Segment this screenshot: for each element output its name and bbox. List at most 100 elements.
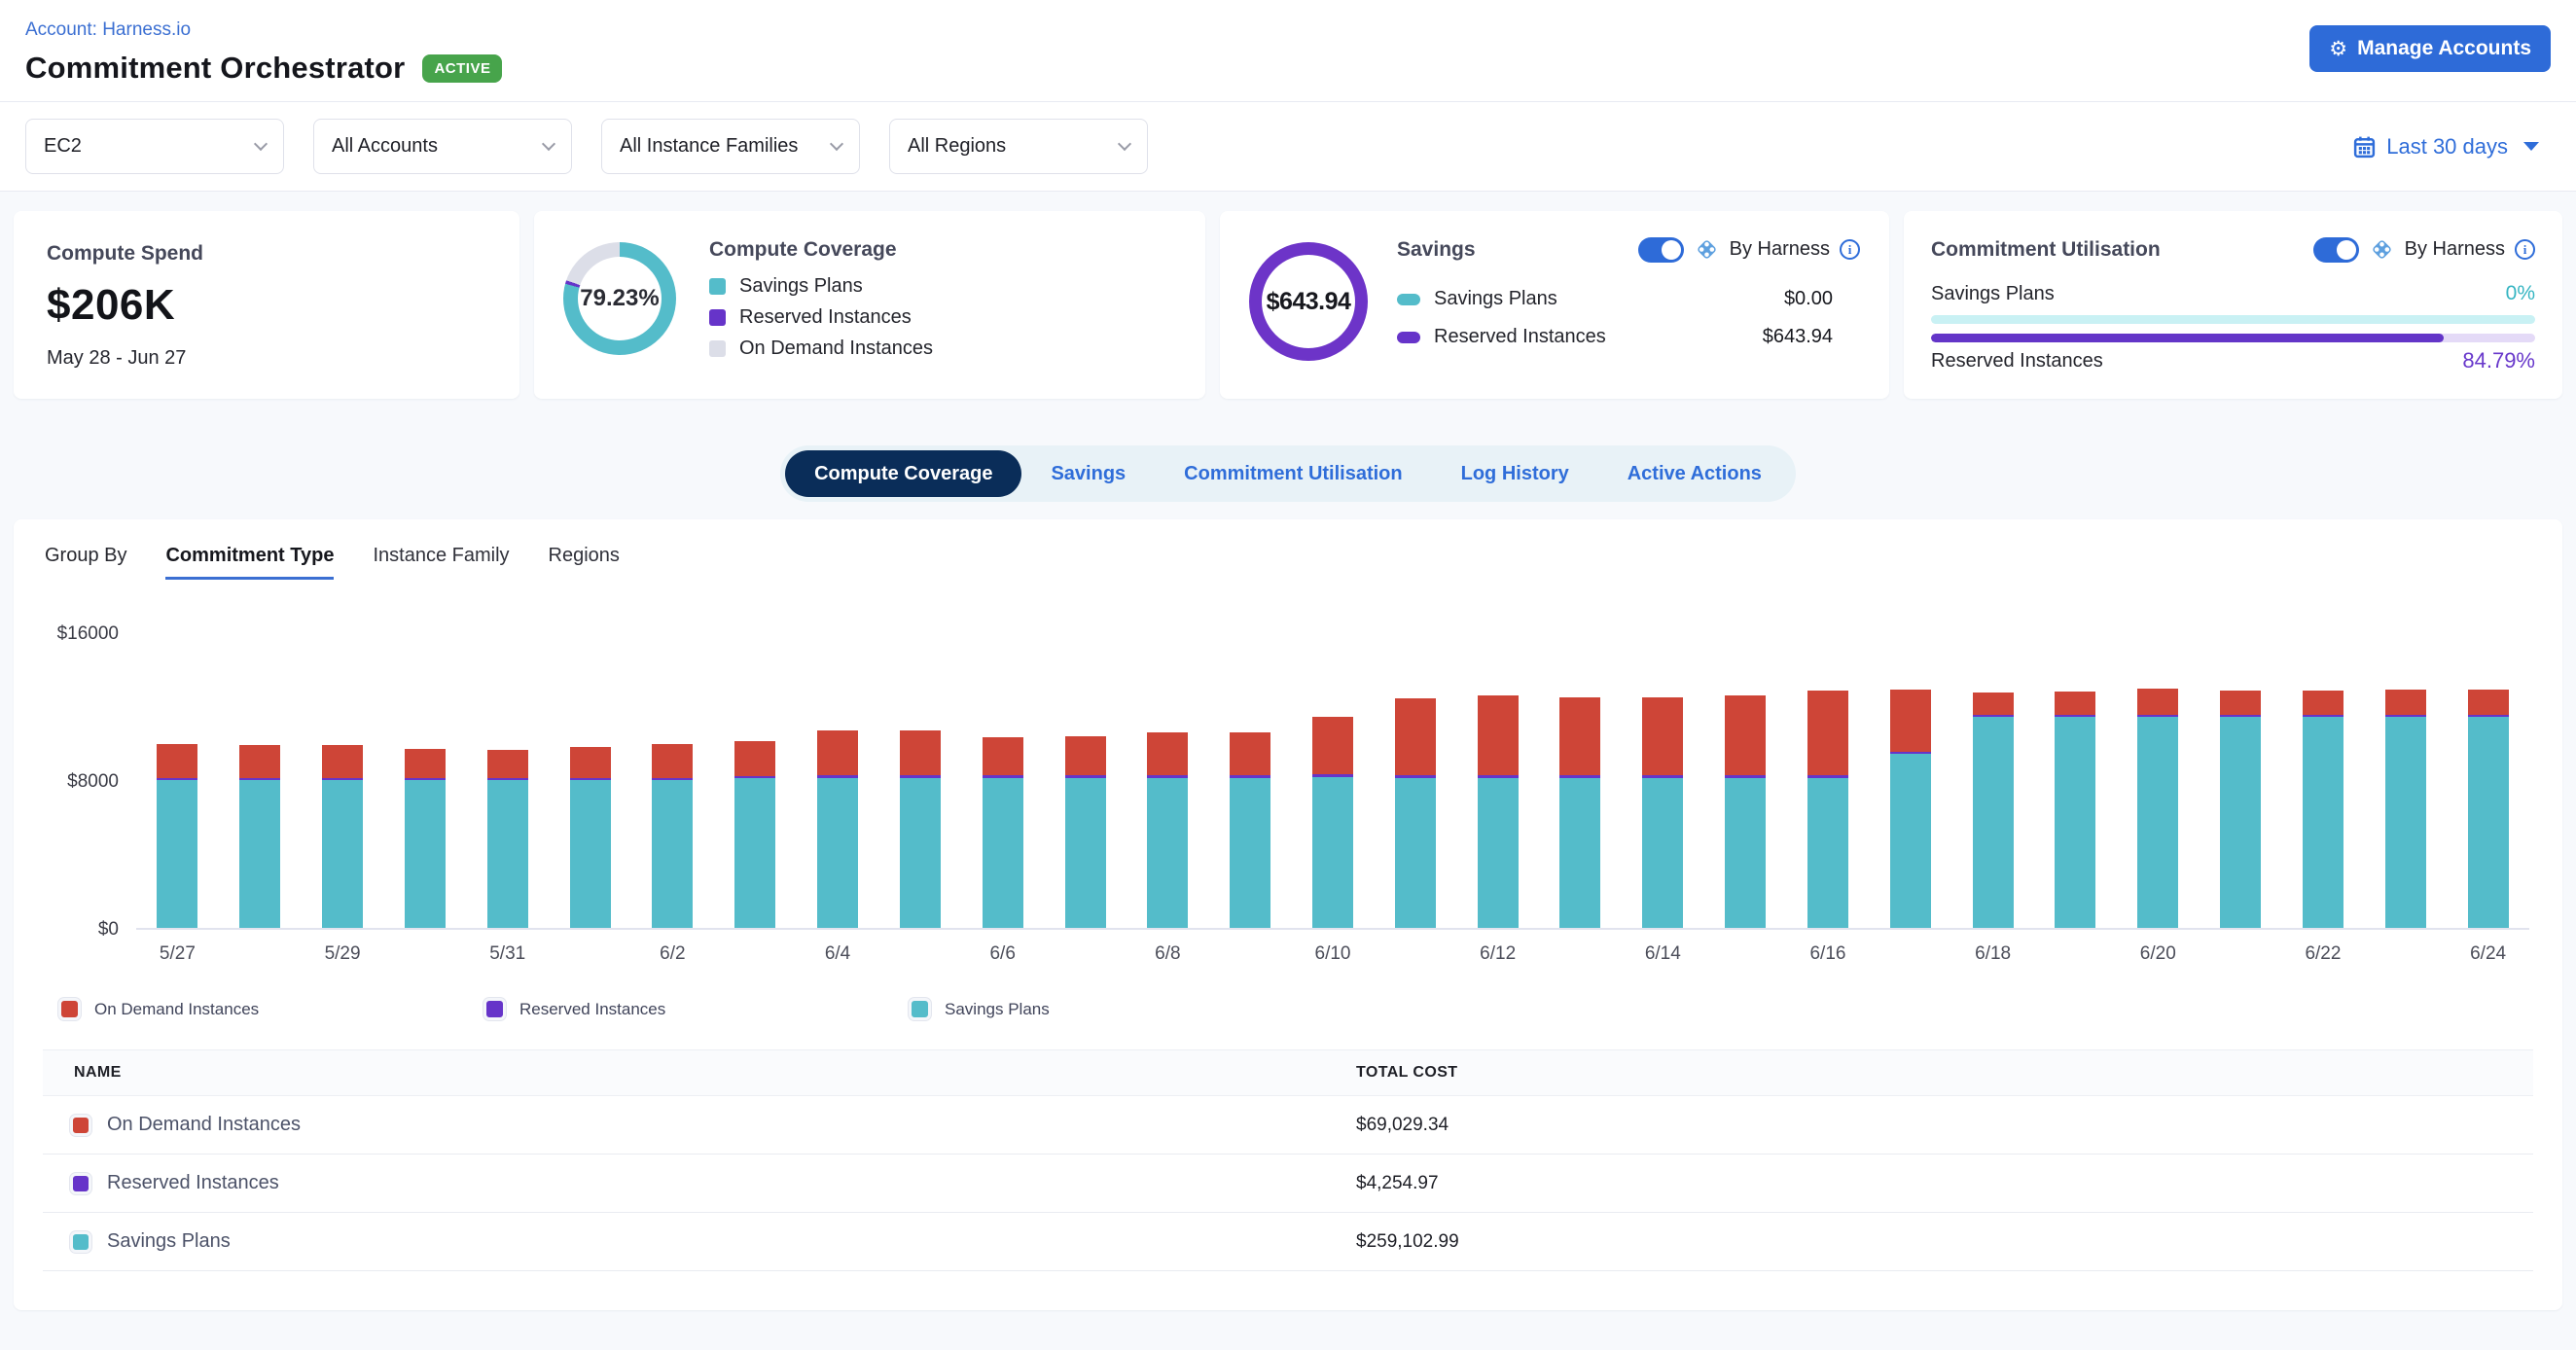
x-axis-label: 6/10 bbox=[1314, 943, 1351, 964]
filter-dropdown-all-instance-families[interactable]: All Instance Families bbox=[601, 119, 860, 174]
utilisation-progress-bar bbox=[1931, 315, 2535, 324]
x-axis-label bbox=[1869, 943, 1951, 965]
group-by-option-commitment-type[interactable]: Commitment Type bbox=[165, 545, 335, 580]
bar-segment-reserved bbox=[2220, 714, 2262, 718]
tab-commitment-utilisation[interactable]: Commitment Utilisation bbox=[1184, 462, 1403, 484]
stacked-bar-5-27 bbox=[157, 743, 198, 928]
bar-segment-reserved bbox=[1972, 714, 2014, 718]
row-total-cost: $4,254.97 bbox=[1356, 1172, 1439, 1193]
bar-segment-savings-plans bbox=[652, 780, 694, 928]
bar-segment-on-demand bbox=[1312, 717, 1353, 775]
bar-segment-savings-plans bbox=[1394, 778, 1436, 928]
bar-segment-reserved bbox=[734, 775, 776, 779]
utilisation-label: Reserved Instances bbox=[1931, 349, 2103, 372]
bar-slot bbox=[1869, 634, 1951, 928]
bar-slot bbox=[631, 634, 714, 928]
bar-segment-reserved bbox=[1477, 775, 1519, 779]
bar-slot bbox=[1209, 634, 1292, 928]
row-total-cost: $259,102.99 bbox=[1356, 1230, 1459, 1252]
account-breadcrumb-link[interactable]: Account: Harness.io bbox=[25, 19, 192, 40]
legend-label: Reserved Instances bbox=[739, 306, 912, 328]
x-axis-label bbox=[1209, 943, 1292, 965]
bar-segment-reserved bbox=[2055, 714, 2096, 718]
bar-segment-reserved bbox=[982, 775, 1023, 779]
bar-segment-on-demand bbox=[652, 744, 694, 778]
filter-dropdown-ec2[interactable]: EC2 bbox=[25, 119, 284, 174]
bar-segment-on-demand bbox=[2302, 691, 2343, 715]
tab-savings[interactable]: Savings bbox=[1051, 462, 1127, 484]
group-by-option-instance-family[interactable]: Instance Family bbox=[373, 545, 510, 566]
bar-segment-savings-plans bbox=[2384, 717, 2426, 928]
x-axis-label: 5/29 bbox=[324, 943, 361, 964]
utilisation-progress-fill bbox=[1931, 334, 2444, 342]
row-name: Reserved Instances bbox=[107, 1172, 279, 1193]
compute-spend-card: Compute Spend $206K May 28 - Jun 27 bbox=[14, 211, 519, 399]
chevron-down-icon bbox=[1117, 136, 1132, 152]
stacked-bar-6-11 bbox=[1394, 698, 1436, 928]
bar-segment-reserved bbox=[1147, 775, 1189, 779]
bar-segment-savings-plans bbox=[899, 778, 941, 928]
filter-dropdown-all-accounts[interactable]: All Accounts bbox=[313, 119, 572, 174]
bar-slot bbox=[1704, 634, 1787, 928]
savings-value: $643.94 bbox=[1762, 326, 1833, 347]
utilisation-label: Savings Plans bbox=[1931, 282, 2055, 304]
bar-segment-savings-plans bbox=[2220, 717, 2262, 928]
calendar-icon bbox=[2354, 136, 2376, 159]
bar-segment-savings-plans bbox=[486, 780, 528, 928]
utilisation-label-row: Savings Plans 0% bbox=[1931, 282, 2535, 305]
utilisation-percent: 84.79% bbox=[2462, 348, 2535, 373]
chart-x-axis: 5/27 5/29 5/31 6/2 6/4 6/6 6/8 6/10 6/12 6/14 6/16… bbox=[136, 943, 2529, 965]
x-axis-label bbox=[2200, 943, 2282, 965]
savings-card: $643.94 Savings By Harness i Savings Pla… bbox=[1220, 211, 1889, 399]
row-total-cost: $69,029.34 bbox=[1356, 1114, 1449, 1135]
column-total-cost: TOTAL COST bbox=[1356, 1064, 1458, 1081]
row-name: Savings Plans bbox=[107, 1230, 231, 1252]
x-axis-label: 6/8 bbox=[1155, 943, 1181, 964]
column-name: NAME bbox=[74, 1064, 122, 1081]
bar-slot bbox=[466, 634, 549, 928]
legend-label: Reserved Instances bbox=[519, 999, 666, 1018]
table-row: Reserved Instances $4,254.97 bbox=[43, 1155, 2533, 1213]
tab-compute-coverage[interactable]: Compute Coverage bbox=[785, 450, 1022, 497]
bar-segment-savings-plans bbox=[1064, 778, 1106, 928]
x-axis-label: 6/2 bbox=[660, 943, 686, 964]
x-axis-label: 6/4 bbox=[824, 943, 851, 964]
bar-segment-reserved bbox=[404, 777, 446, 780]
manage-accounts-label: Manage Accounts bbox=[2357, 37, 2531, 59]
legend-label: Savings Plans bbox=[1434, 288, 1557, 309]
info-icon[interactable]: i bbox=[2515, 239, 2535, 260]
filter-dropdown-all-regions[interactable]: All Regions bbox=[889, 119, 1148, 174]
tab-active-actions[interactable]: Active Actions bbox=[1627, 462, 1762, 484]
bar-segment-reserved bbox=[2467, 714, 2509, 718]
x-axis-label bbox=[1539, 943, 1622, 965]
by-harness-toggle[interactable] bbox=[2312, 236, 2359, 263]
chart-plot-area bbox=[136, 634, 2529, 930]
bar-segment-on-demand bbox=[1147, 731, 1189, 776]
bar-segment-on-demand bbox=[2220, 691, 2262, 715]
chart-legend-item: Reserved Instances bbox=[483, 998, 909, 1020]
bar-segment-reserved bbox=[1725, 775, 1767, 779]
bar-segment-reserved bbox=[1064, 775, 1106, 779]
group-by-option-regions[interactable]: Regions bbox=[548, 545, 620, 566]
bar-segment-on-demand bbox=[1889, 690, 1931, 752]
filter-dropdown-value: EC2 bbox=[44, 135, 82, 157]
bar-slot bbox=[2117, 634, 2200, 928]
manage-accounts-button[interactable]: ⚙ Manage Accounts bbox=[2309, 25, 2551, 72]
stacked-bar-6-24 bbox=[2467, 690, 2509, 928]
date-range-picker[interactable]: Last 30 days bbox=[2352, 134, 2551, 160]
stacked-bar-6-17 bbox=[1889, 690, 1931, 928]
tab-log-history[interactable]: Log History bbox=[1460, 462, 1569, 484]
group-by-options: Commitment Type Instance Family Regions bbox=[165, 545, 620, 580]
coverage-legend: Savings Plans Reserved Instances On Demand… bbox=[709, 275, 933, 360]
gear-icon: ⚙ bbox=[2329, 37, 2348, 60]
bar-segment-reserved bbox=[1642, 775, 1684, 779]
bar-segment-reserved bbox=[1230, 775, 1271, 779]
group-by-label: Group By bbox=[45, 545, 127, 566]
filter-dropdowns: EC2 All Accounts All Instance Families All … bbox=[25, 119, 1148, 174]
by-harness-toggle[interactable] bbox=[1637, 236, 1684, 263]
stacked-bar-6-13 bbox=[1559, 696, 1601, 928]
info-icon[interactable]: i bbox=[1840, 239, 1860, 260]
bar-segment-savings-plans bbox=[1230, 778, 1271, 928]
bar-slot bbox=[1456, 634, 1539, 928]
bar-segment-on-demand bbox=[1477, 694, 1519, 776]
